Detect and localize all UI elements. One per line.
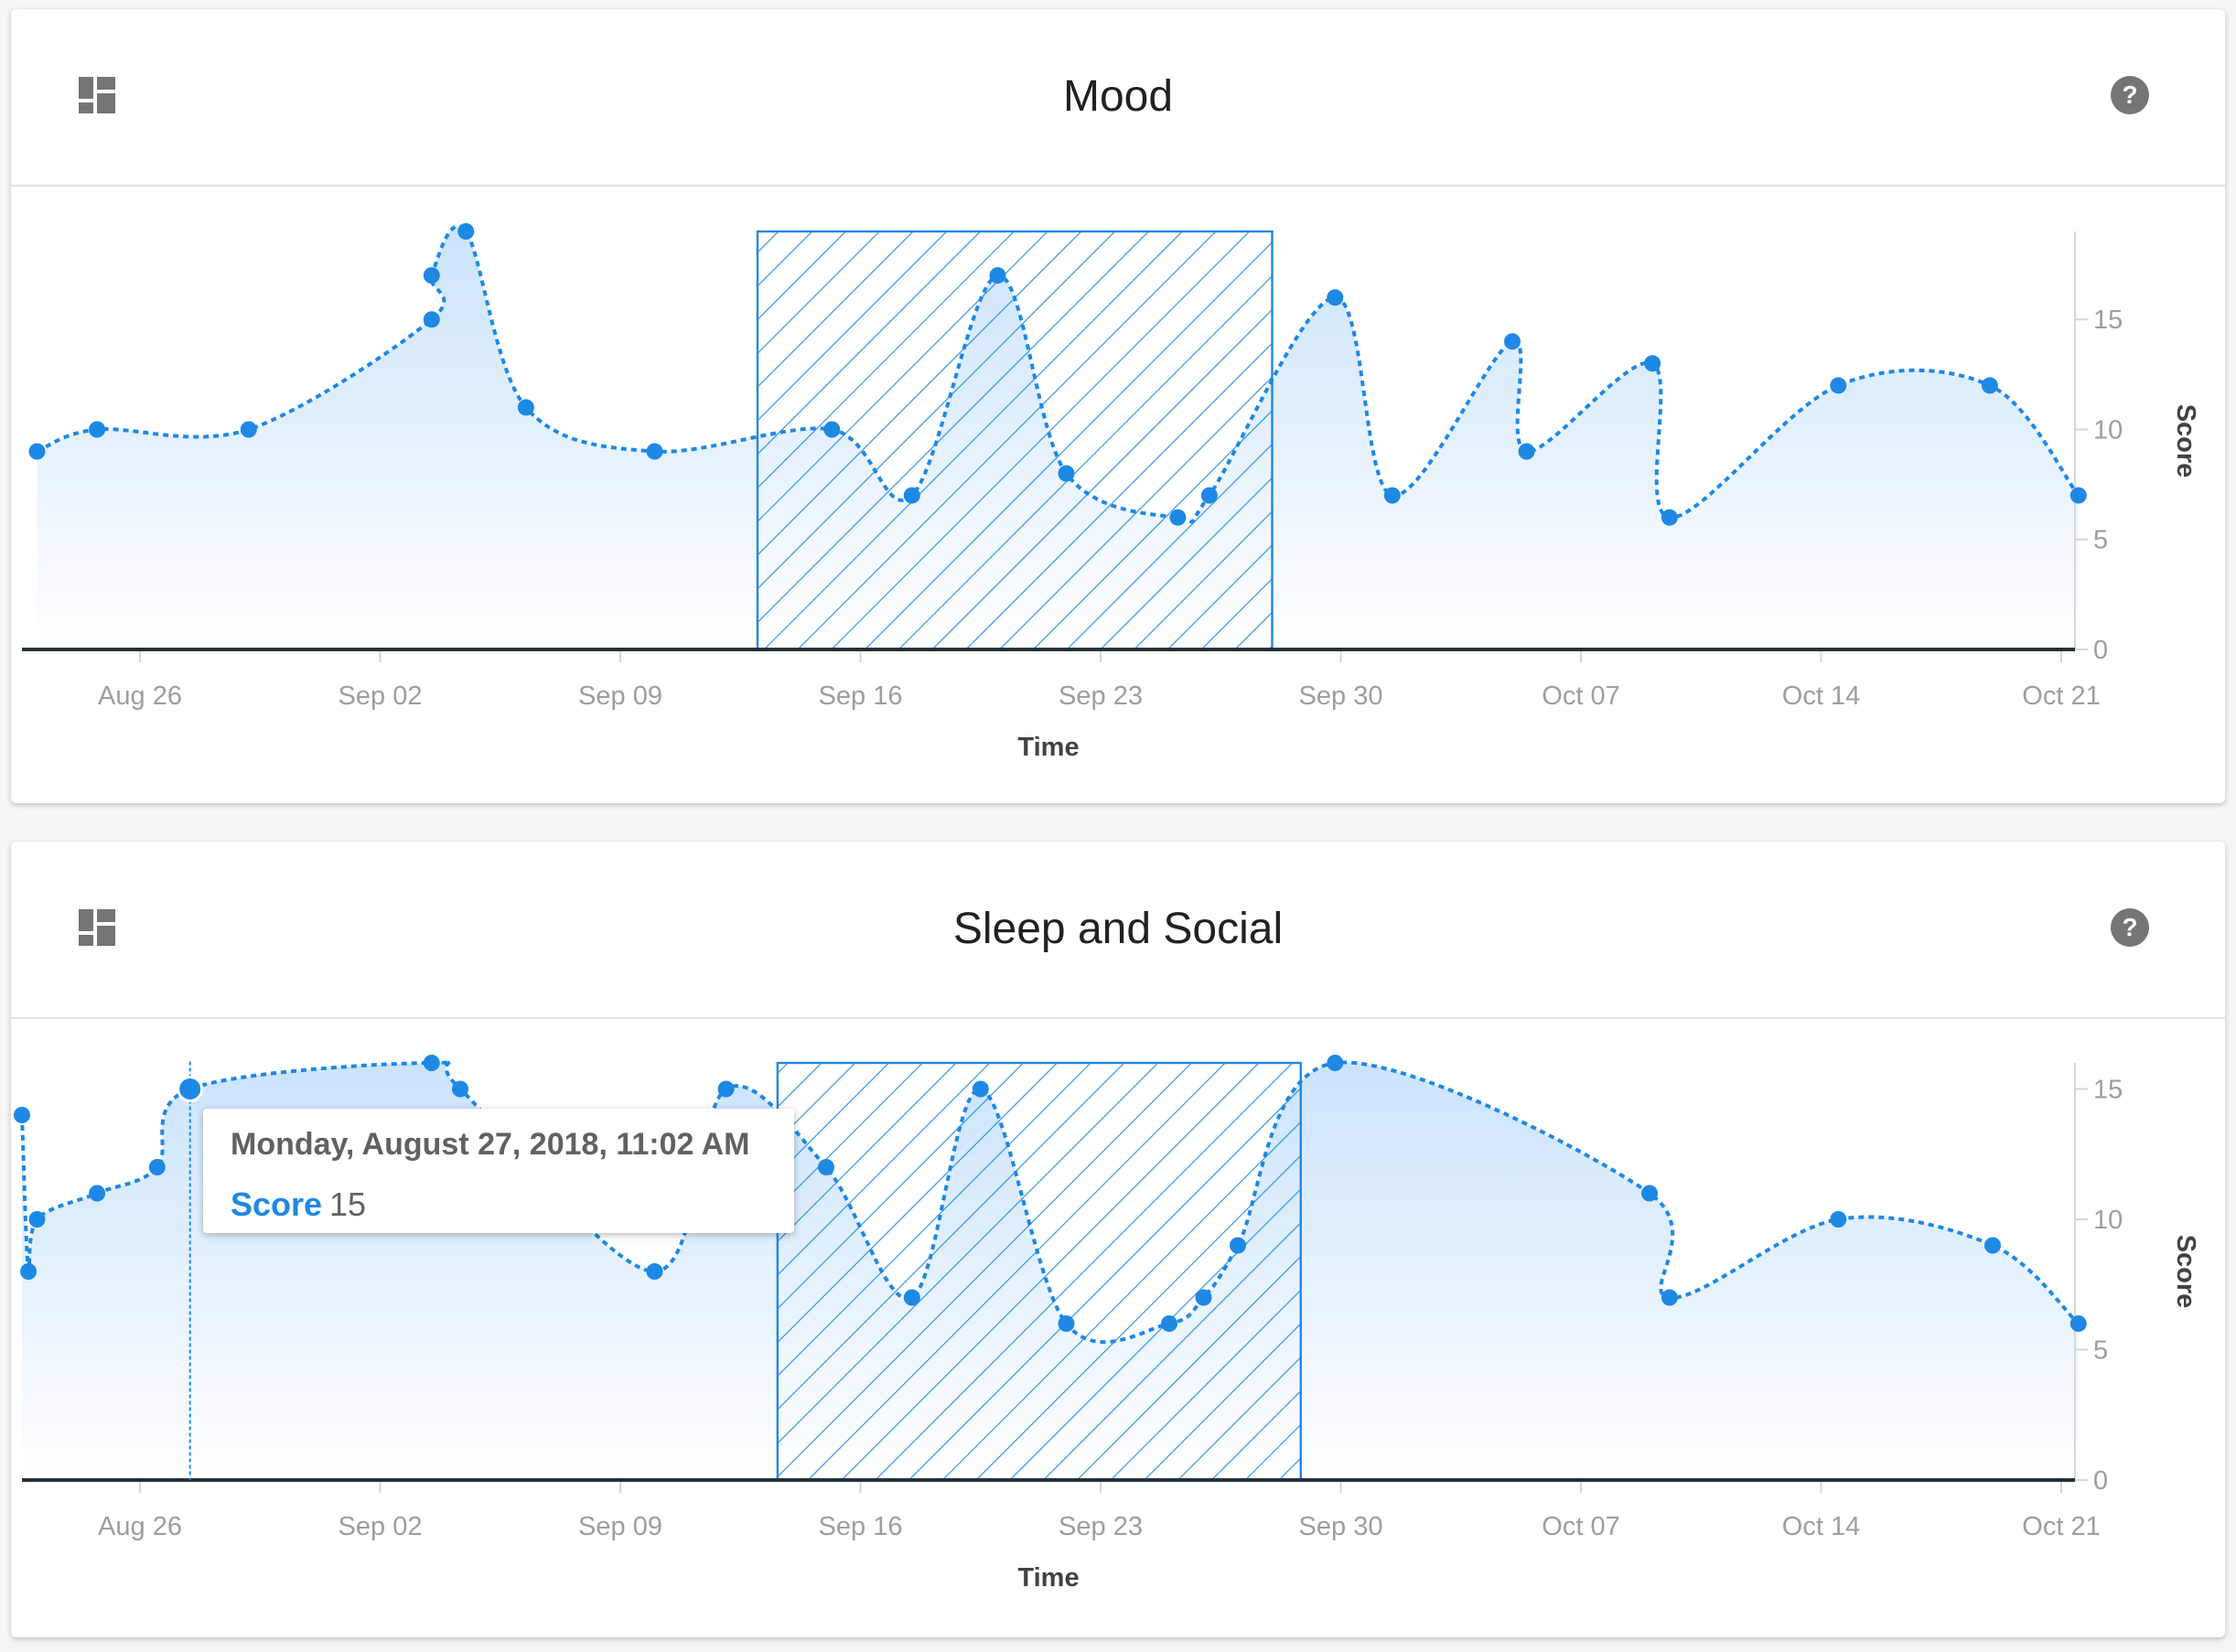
y-tick-label: 5	[2093, 526, 2108, 555]
x-tick-label: Sep 02	[339, 1512, 423, 1541]
data-point[interactable]	[457, 223, 475, 240]
data-point[interactable]	[1661, 1289, 1678, 1306]
data-point[interactable]	[1641, 1185, 1658, 1202]
help-icon[interactable]: ?	[2110, 907, 2150, 948]
x-axis-title: Time	[1017, 733, 1079, 762]
x-tick-label: Sep 16	[819, 681, 903, 711]
y-tick-label: 0	[2093, 636, 2108, 665]
x-tick-label: Sep 23	[1059, 681, 1143, 711]
data-point[interactable]	[1200, 487, 1218, 504]
data-point[interactable]	[646, 443, 663, 460]
x-tick-label: Sep 23	[1059, 1512, 1143, 1541]
data-point[interactable]	[1518, 443, 1535, 460]
help-icon[interactable]: ?	[2110, 75, 2150, 115]
x-tick-label: Oct 07	[1542, 681, 1619, 711]
data-point[interactable]	[903, 1289, 920, 1306]
data-point[interactable]	[2069, 1315, 2087, 1332]
data-point[interactable]	[20, 1263, 38, 1280]
data-point[interactable]	[1230, 1237, 1246, 1254]
tooltip-date: Monday, August 27, 2018, 11:02 AM	[231, 1127, 750, 1162]
data-point[interactable]	[1169, 509, 1187, 526]
highlighted-data-point[interactable]	[177, 1076, 204, 1102]
y-tick-label: 15	[2093, 1076, 2123, 1105]
data-point[interactable]	[423, 311, 440, 328]
data-point[interactable]	[1984, 1237, 2001, 1254]
data-point[interactable]	[423, 267, 440, 284]
x-tick-label: Sep 09	[578, 681, 662, 711]
data-point[interactable]	[1058, 1315, 1075, 1332]
data-point[interactable]	[28, 443, 46, 460]
x-tick-label: Oct 21	[2022, 1512, 2100, 1541]
data-point[interactable]	[1327, 289, 1344, 306]
chart-title: Mood	[1062, 72, 1174, 121]
data-point[interactable]	[717, 1080, 735, 1098]
data-point[interactable]	[28, 1211, 46, 1228]
data-point[interactable]	[1661, 509, 1678, 526]
svg-text:?: ?	[2122, 913, 2137, 941]
y-tick-label: 10	[2093, 1206, 2123, 1235]
data-point[interactable]	[823, 421, 841, 438]
data-point[interactable]	[1504, 333, 1521, 350]
tooltip-value: 15	[329, 1185, 367, 1223]
x-tick-label: Aug 26	[98, 1512, 182, 1541]
data-point[interactable]	[423, 1055, 440, 1071]
chart-title: Sleep and Social	[952, 905, 1284, 953]
data-point[interactable]	[89, 1185, 106, 1202]
data-point[interactable]	[1981, 377, 1998, 394]
y-tick-label: 0	[2093, 1466, 2108, 1496]
y-axis-title: Score	[2171, 404, 2200, 478]
shaded-region[interactable]	[756, 230, 1274, 651]
x-tick-label: Oct 07	[1542, 1512, 1619, 1541]
chart-1: Aug 26 Sep 02 Sep 09 Sep 16 Sep 23 Sep 30 Oct …	[14, 1055, 2200, 1593]
x-tick-label: Oct 21	[2022, 681, 2100, 711]
data-point[interactable]	[1195, 1289, 1212, 1306]
series-line	[20, 1059, 2080, 1345]
series-area	[37, 226, 2079, 649]
chart-0: Aug 26 Sep 02 Sep 09 Sep 16 Sep 23 Sep 30 Oct …	[22, 223, 2200, 762]
data-point[interactable]	[1161, 1315, 1177, 1332]
data-point[interactable]	[1830, 1211, 1847, 1228]
data-point[interactable]	[903, 487, 920, 504]
x-tick-label: Sep 30	[1299, 681, 1383, 711]
x-tick-label: Sep 09	[578, 1512, 662, 1541]
dashboard-icon[interactable]	[79, 77, 115, 113]
dashboard-icon[interactable]	[79, 909, 115, 946]
x-tick-label: Oct 14	[1782, 1512, 1860, 1541]
shaded-region[interactable]	[776, 1061, 1302, 1482]
data-point[interactable]	[1058, 465, 1075, 482]
data-point[interactable]	[1383, 487, 1401, 504]
x-tick-label: Sep 16	[819, 1512, 903, 1541]
data-point[interactable]	[818, 1159, 834, 1175]
sleep-social-card-header: Sleep and Social ?	[11, 842, 2225, 1019]
x-tick-label: Sep 30	[1299, 1512, 1383, 1541]
data-point[interactable]	[646, 1263, 663, 1280]
x-axis-title: Time	[1017, 1563, 1079, 1593]
mood-card-header: Mood ?	[11, 9, 2225, 187]
data-point[interactable]	[1830, 377, 1847, 394]
data-point[interactable]	[972, 1080, 989, 1098]
x-tick-label: Oct 14	[1782, 681, 1860, 711]
y-tick-label: 15	[2093, 306, 2123, 335]
data-point[interactable]	[89, 421, 106, 438]
svg-text:?: ?	[2122, 80, 2137, 109]
data-point[interactable]	[240, 421, 257, 438]
series-area	[22, 1061, 2079, 1480]
data-point[interactable]	[14, 1107, 30, 1123]
data-point[interactable]	[148, 1159, 166, 1175]
data-point[interactable]	[1644, 355, 1661, 372]
data-point[interactable]	[517, 399, 534, 416]
data-point[interactable]	[989, 267, 1006, 284]
y-axis-title: Score	[2171, 1235, 2200, 1309]
x-tick-label: Sep 02	[339, 681, 423, 711]
tooltip-label: Score	[231, 1185, 323, 1223]
y-tick-label: 5	[2093, 1336, 2108, 1366]
data-point[interactable]	[1327, 1055, 1344, 1071]
x-tick-label: Aug 26	[98, 681, 182, 711]
y-tick-label: 10	[2093, 415, 2123, 445]
tooltip: Monday, August 27, 2018, 11:02 AM Score …	[203, 1109, 794, 1233]
data-point[interactable]	[452, 1080, 468, 1098]
data-point[interactable]	[2069, 487, 2087, 504]
